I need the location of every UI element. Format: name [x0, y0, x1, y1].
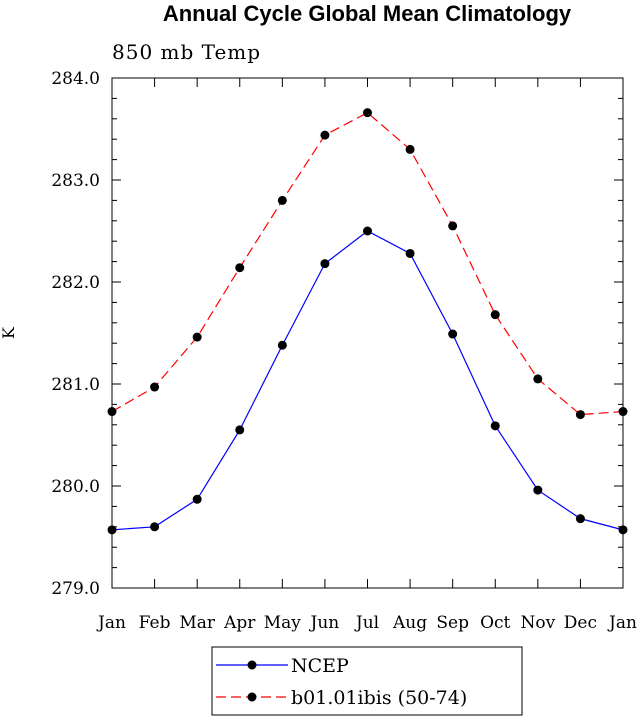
x-tick-label: Apr	[223, 613, 256, 633]
y-axis-label: K	[0, 326, 18, 339]
y-tick-label: 282.0	[51, 273, 100, 293]
plot-frame	[111, 77, 624, 589]
series-line	[111, 230, 624, 531]
data-point	[320, 259, 330, 269]
y-tick-label: 279.0	[51, 579, 100, 599]
data-point	[363, 226, 372, 236]
data-point	[618, 525, 628, 535]
data-point	[575, 514, 585, 524]
data-point	[107, 407, 117, 417]
legend-label: b01.01ibis (50-74)	[291, 687, 467, 709]
data-point	[448, 329, 458, 339]
x-tick-label: Sep	[436, 613, 469, 633]
data-point	[618, 407, 628, 417]
x-tick-label: Feb	[139, 613, 171, 633]
data-point	[192, 494, 202, 504]
y-tick-label: 281.0	[51, 375, 100, 395]
data-point	[533, 374, 543, 384]
data-point	[363, 108, 372, 118]
x-tick-label: Jun	[309, 613, 340, 633]
y-tick-label: 283.0	[51, 171, 100, 191]
data-point	[575, 410, 585, 420]
data-point	[320, 130, 330, 140]
data-point	[533, 485, 543, 495]
x-tick-label: Dec	[564, 613, 597, 633]
chart-subtitle: 850 mb Temp	[112, 40, 261, 64]
legend: NCEP b01.01ibis (50-74)	[211, 646, 523, 716]
series-group	[107, 108, 628, 535]
legend-box	[211, 646, 523, 716]
legend-marker	[247, 692, 257, 702]
x-tick-label: Nov	[520, 613, 555, 633]
legend-marker	[247, 660, 257, 670]
x-tick-label: Aug	[392, 613, 427, 633]
data-point	[277, 340, 287, 350]
x-tick-label: Jan	[607, 613, 637, 633]
series-line	[111, 111, 624, 416]
data-point	[448, 221, 458, 231]
data-point	[235, 263, 245, 273]
x-tick-label: Jan	[96, 613, 126, 633]
chart-title: Annual Cycle Global Mean Climatology	[163, 1, 572, 26]
axis-ticks: Jan Feb Mar Apr May Jun Jul Aug Sep Oct Nov Dec Jan 2…	[51, 69, 637, 633]
legend-label: NCEP	[291, 655, 349, 677]
data-point	[405, 248, 415, 258]
data-point	[192, 332, 202, 342]
data-point	[150, 382, 160, 392]
data-point	[490, 421, 500, 431]
x-tick-label: Jul	[354, 613, 379, 633]
data-point	[235, 425, 245, 435]
data-point	[150, 522, 160, 532]
x-tick-label: Oct	[480, 613, 510, 633]
data-point	[405, 144, 415, 154]
x-tick-label: Mar	[179, 613, 216, 633]
data-point	[490, 310, 500, 320]
y-tick-label: 280.0	[51, 477, 100, 497]
y-tick-label: 284.0	[51, 69, 100, 89]
data-point	[107, 525, 117, 535]
data-point	[277, 195, 287, 205]
x-tick-label: May	[264, 613, 302, 633]
